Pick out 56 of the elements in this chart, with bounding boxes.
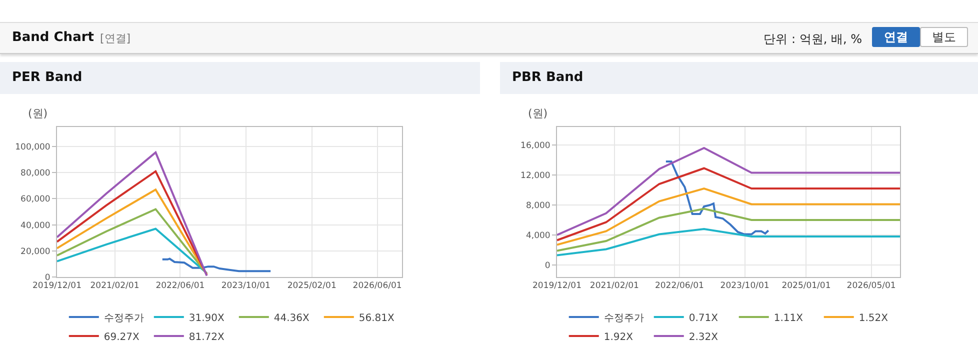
x-tick-label: 2021/02/01	[90, 281, 140, 292]
line-series	[557, 167, 900, 242]
x-tick-label: 2023/10/01	[720, 281, 770, 292]
x-tick-label: 2021/02/01	[590, 281, 639, 292]
line-series	[557, 208, 900, 252]
y-tick-label: 60,000	[20, 194, 50, 205]
legend-label: 수정주가	[604, 312, 644, 324]
y-tick-label: 20,000	[20, 246, 50, 257]
text: 단위 : 억원, 배, %	[764, 31, 862, 48]
line-series	[57, 188, 208, 276]
y-axis-title: (원)	[28, 107, 48, 120]
text: Band Chart	[12, 30, 94, 45]
text: 별도	[920, 27, 968, 47]
line-series	[161, 258, 272, 272]
y-tick-label: 16,000	[520, 140, 550, 151]
x-tick-label: 2019/12/01	[532, 281, 582, 292]
line-series	[57, 170, 208, 276]
y-tick-label: 0	[44, 272, 50, 283]
y-tick-label: 0	[544, 260, 550, 271]
legend-label: 2.32X	[688, 332, 718, 343]
legend-label: 0.71X	[688, 312, 718, 324]
chart-title: PBR Band	[500, 62, 978, 94]
y-tick-label: 100,000	[15, 142, 50, 153]
y-tick-label: 4,000	[526, 230, 550, 241]
line-series	[57, 208, 208, 275]
text: [연결]	[100, 31, 131, 46]
y-tick-label: 80,000	[20, 168, 50, 179]
legend-label: 수정주가	[104, 312, 144, 324]
text: 연결	[872, 27, 920, 47]
x-tick-label: 2026/06/01	[352, 281, 402, 292]
line-series	[557, 147, 900, 236]
legend-label: 81.72X	[188, 332, 225, 343]
line-series	[57, 228, 208, 274]
x-tick-label: 2023/10/01	[221, 281, 270, 292]
legend-label: 69.27X	[104, 332, 140, 343]
legend-label: 1.11X	[774, 312, 804, 324]
y-tick-label: 8,000	[526, 200, 550, 211]
x-tick-label: 2025/01/01	[782, 281, 831, 292]
x-tick-label: 2019/12/01	[32, 281, 82, 292]
legend-label: 1.92X	[604, 332, 634, 343]
legend-label: 31.90X	[188, 312, 225, 324]
legend-label: 1.52X	[858, 312, 888, 324]
legend-label: 56.81X	[358, 312, 395, 324]
legend-label: 44.36X	[274, 312, 310, 324]
line-series	[57, 151, 208, 277]
x-tick-label: 2022/06/01	[654, 281, 704, 292]
line-series	[557, 228, 900, 256]
line-series	[664, 160, 770, 236]
x-tick-label: 2026/05/01	[846, 281, 896, 292]
y-tick-label: 40,000	[20, 220, 50, 231]
y-axis-title: (원)	[528, 107, 548, 120]
x-tick-label: 2022/06/01	[156, 281, 205, 292]
x-tick-label: 2025/02/01	[287, 281, 336, 292]
line-series	[557, 188, 900, 246]
chart-title: PER Band	[0, 62, 480, 94]
y-tick-label: 12,000	[520, 170, 550, 181]
